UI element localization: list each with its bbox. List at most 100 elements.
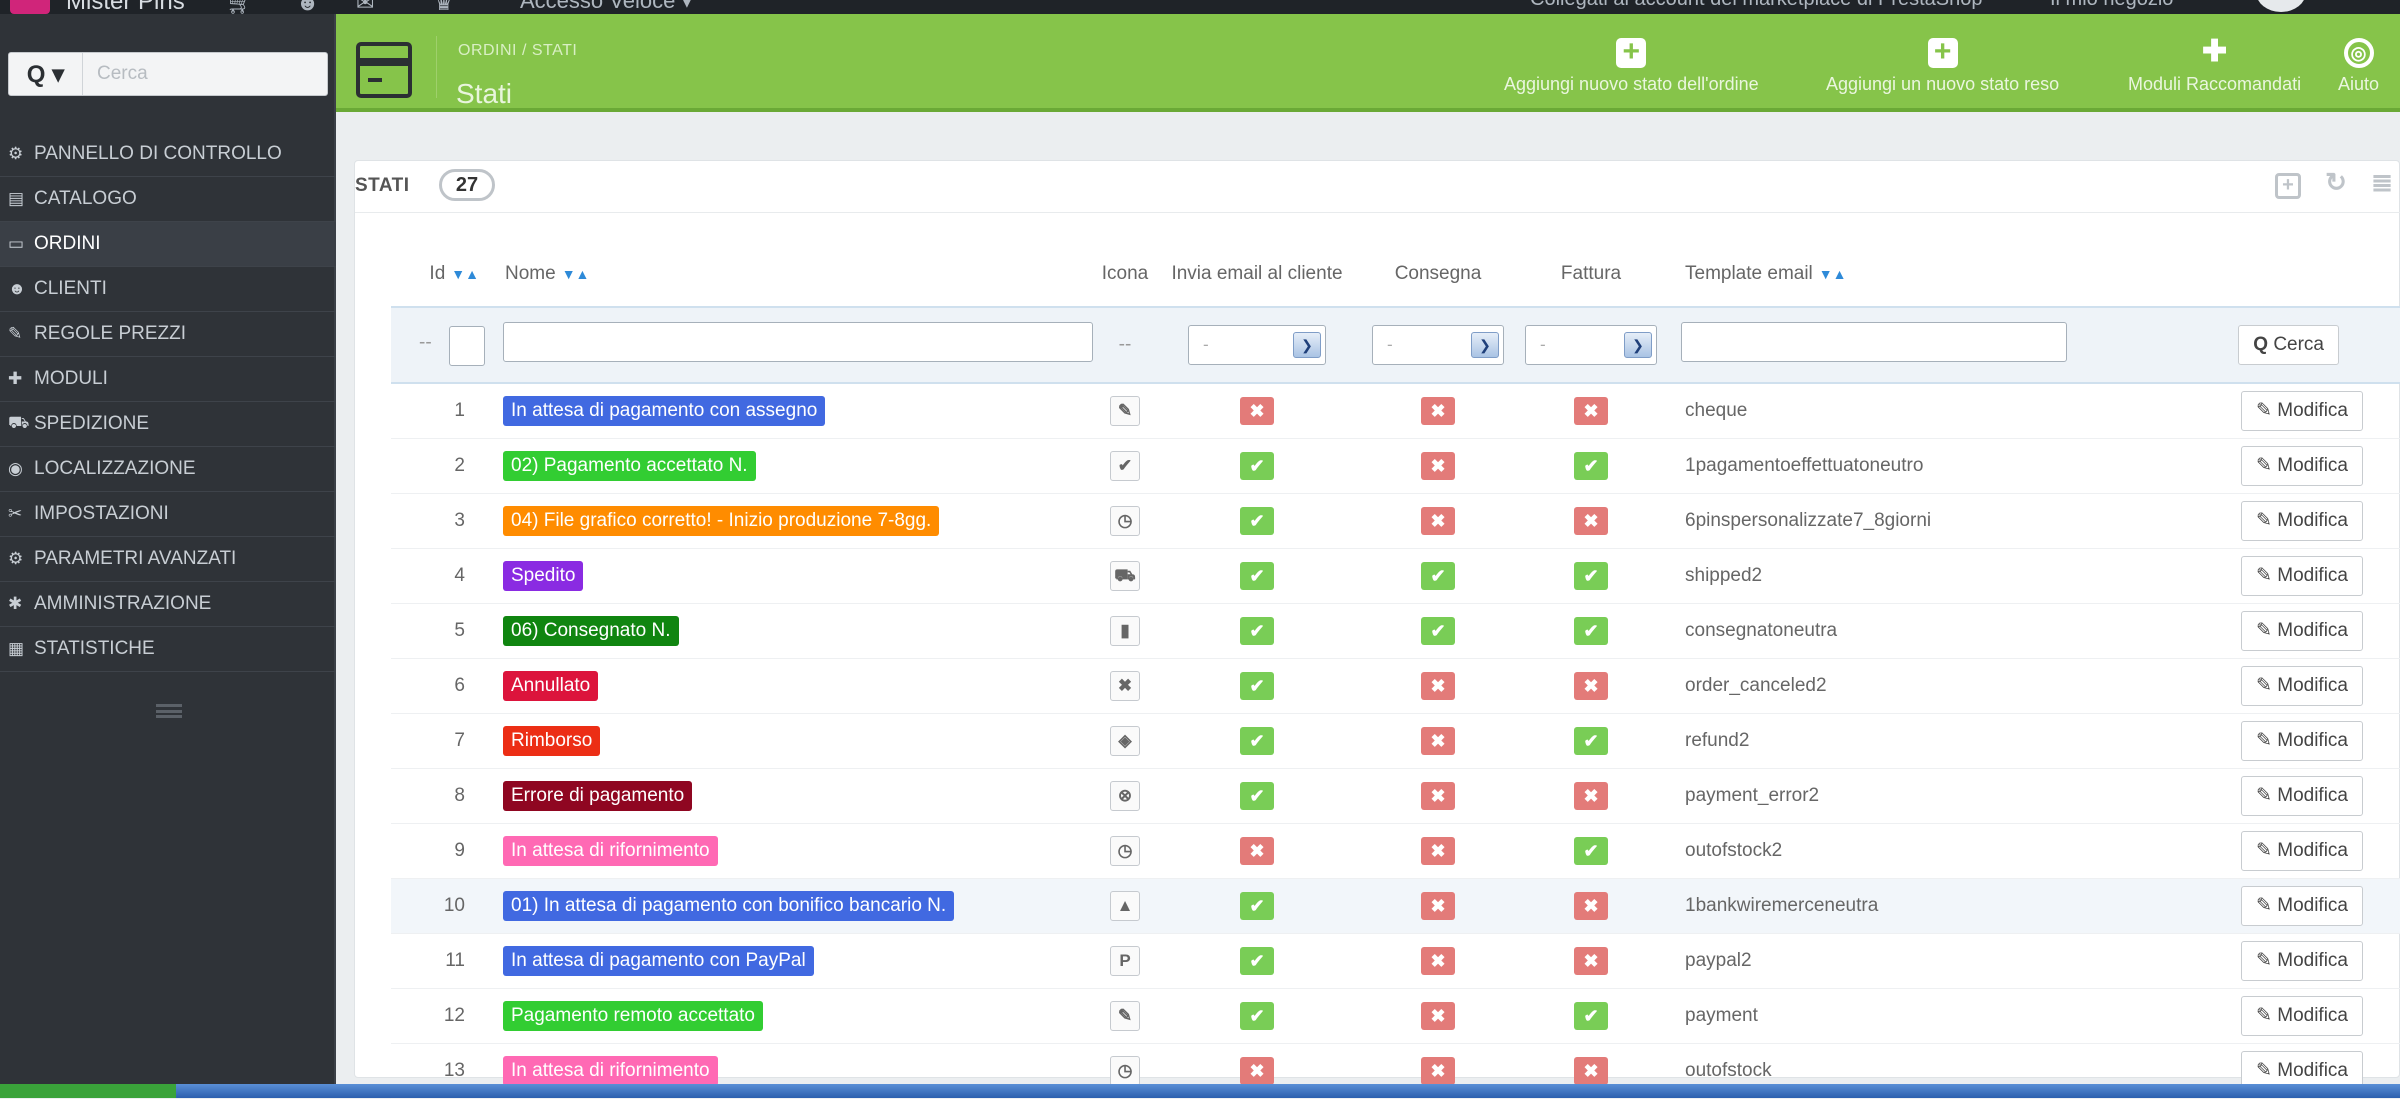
edit-button[interactable]: ✎ Modifica: [2241, 390, 2363, 431]
sidebar-item-catalog[interactable]: ▤ CATALOGO: [0, 177, 336, 222]
cart-icon[interactable]: 🛒︎: [226, 0, 254, 14]
sidebar-item-customers[interactable]: ☻ CLIENTI: [0, 267, 336, 312]
cross-icon[interactable]: ✖: [1421, 506, 1455, 535]
sidebar-item-shipping[interactable]: ⛟ SPEDIZIONE: [0, 402, 336, 447]
edit-button[interactable]: ✎ Modifica: [2241, 555, 2363, 596]
edit-button[interactable]: ✎ Modifica: [2241, 500, 2363, 541]
cross-icon[interactable]: ✖: [1421, 726, 1455, 755]
cross-icon[interactable]: ✖: [1421, 781, 1455, 810]
cross-icon[interactable]: ✖: [1574, 1056, 1608, 1085]
column-header-template[interactable]: Template email ▼▲: [1667, 241, 2147, 307]
cross-icon[interactable]: ✖: [1574, 946, 1608, 975]
check-icon[interactable]: ✔: [1240, 946, 1274, 975]
cross-icon[interactable]: ✖: [1421, 836, 1455, 865]
table-row[interactable]: 11 In attesa di pagamento con PayPal P ✔ ✖ ✖ p…: [391, 933, 2400, 989]
cross-icon[interactable]: ✖: [1421, 451, 1455, 480]
edit-button[interactable]: ✎ Modifica: [2241, 830, 2363, 871]
marketplace-link[interactable]: Collegati al account del marketplace di …: [1530, 0, 1982, 11]
add-order-state-button[interactable]: + Aggiungi nuovo stato dell'ordine: [1504, 37, 1759, 95]
check-icon[interactable]: ✔: [1240, 726, 1274, 755]
check-icon[interactable]: ✔: [1574, 561, 1608, 590]
edit-button[interactable]: ✎ Modifica: [2241, 445, 2363, 486]
check-icon[interactable]: ✔: [1240, 891, 1274, 920]
edit-button[interactable]: ✎ Modifica: [2241, 610, 2363, 651]
cross-icon[interactable]: ✖: [1574, 671, 1608, 700]
table-row[interactable]: 4 Spedito ⛟ ✔ ✔ ✔ shipped2 ✎ Modifica: [391, 548, 2400, 604]
cross-icon[interactable]: ✖: [1421, 671, 1455, 700]
check-icon[interactable]: ✔: [1240, 451, 1274, 480]
check-icon[interactable]: ✔: [1574, 451, 1608, 480]
table-row[interactable]: 9 In attesa di rifornimento ◷ ✖ ✖ ✔ outofstock…: [391, 823, 2400, 879]
cross-icon[interactable]: ✖: [1421, 1001, 1455, 1030]
add-new-icon[interactable]: +: [2275, 173, 2301, 199]
check-icon[interactable]: ✔: [1574, 1001, 1608, 1030]
cross-icon[interactable]: ✖: [1240, 836, 1274, 865]
sidebar-item-orders[interactable]: ▭ ORDINI: [0, 222, 336, 267]
cross-icon[interactable]: ✖: [1421, 1056, 1455, 1085]
breadcrumb[interactable]: ORDINI / STATI: [458, 42, 578, 59]
table-row[interactable]: 6 Annullato ✖ ✔ ✖ ✖ order_canceled2 ✎ Modifica: [391, 658, 2400, 714]
cross-icon[interactable]: ✖: [1421, 891, 1455, 920]
user-icon[interactable]: ☻: [296, 0, 320, 14]
shop-name[interactable]: Mister Pins: [66, 0, 185, 14]
check-icon[interactable]: ✔: [1240, 1001, 1274, 1030]
column-header-name[interactable]: Nome ▼▲: [491, 241, 1097, 307]
check-icon[interactable]: ✔: [1240, 781, 1274, 810]
sidebar-item-dashboard[interactable]: ⚙ PANNELLO DI CONTROLLO: [0, 132, 336, 177]
filter-invoice-select[interactable]: - ❯: [1525, 325, 1657, 365]
edit-button[interactable]: ✎ Modifica: [2241, 775, 2363, 816]
table-row[interactable]: 2 02) Pagamento accettato N. ✔ ✔ ✖ ✔ 1pagament…: [391, 438, 2400, 494]
mail-icon[interactable]: ✉: [356, 0, 375, 14]
add-return-state-button[interactable]: + Aggiungi un nuovo stato reso: [1826, 37, 2059, 95]
check-icon[interactable]: ✔: [1240, 616, 1274, 645]
refresh-icon[interactable]: ↻: [2325, 167, 2347, 197]
edit-button[interactable]: ✎ Modifica: [2241, 720, 2363, 761]
table-row[interactable]: 12 Pagamento remoto accettato ✎ ✔ ✖ ✔ payment ✎…: [391, 988, 2400, 1044]
check-icon[interactable]: ✔: [1240, 561, 1274, 590]
column-header-id[interactable]: Id ▼▲: [391, 241, 491, 307]
check-icon[interactable]: ✔: [1574, 616, 1608, 645]
sidebar-item-modules[interactable]: ✚ MODULI: [0, 357, 336, 402]
table-row[interactable]: 8 Errore di pagamento ⊗ ✔ ✖ ✖ payment_error2 ✎ …: [391, 768, 2400, 824]
filter-id-input[interactable]: [449, 326, 485, 366]
table-row[interactable]: 1 In attesa di pagamento con assegno ✎ ✖ ✖ ✖ c…: [391, 383, 2400, 439]
sidebar-item-preferences[interactable]: ✂ IMPOSTAZIONI: [0, 492, 336, 537]
sidebar-item-administration[interactable]: ✱ AMMINISTRAZIONE: [0, 582, 336, 627]
check-icon[interactable]: ✔: [1421, 616, 1455, 645]
sort-arrows-icon[interactable]: ▼▲: [1818, 265, 1847, 282]
cross-icon[interactable]: ✖: [1240, 396, 1274, 425]
sidebar-collapse-icon[interactable]: [156, 704, 182, 718]
sidebar-item-localization[interactable]: ◉ LOCALIZZAZIONE: [0, 447, 336, 492]
edit-button[interactable]: ✎ Modifica: [2241, 940, 2363, 981]
shop-link[interactable]: Il mio negozio: [2050, 0, 2173, 11]
filter-name-input[interactable]: [503, 322, 1093, 362]
cross-icon[interactable]: ✖: [1574, 781, 1608, 810]
edit-button[interactable]: ✎ Modifica: [2241, 885, 2363, 926]
edit-button[interactable]: ✎ Modifica: [2241, 1050, 2363, 1091]
sidebar-item-price-rules[interactable]: ✎ REGOLE PREZZI: [0, 312, 336, 357]
quick-access-menu[interactable]: Accesso Veloce ▾: [520, 0, 693, 13]
check-icon[interactable]: ✔: [1574, 726, 1608, 755]
cross-icon[interactable]: ✖: [1574, 891, 1608, 920]
check-icon[interactable]: ✔: [1240, 671, 1274, 700]
check-icon[interactable]: ✔: [1574, 836, 1608, 865]
filter-template-input[interactable]: [1681, 322, 2067, 362]
check-icon[interactable]: ✔: [1240, 506, 1274, 535]
edit-button[interactable]: ✎ Modifica: [2241, 665, 2363, 706]
trophy-icon[interactable]: ♛: [434, 0, 454, 14]
start-button[interactable]: [0, 1084, 176, 1098]
search-type-button[interactable]: Q ▾: [9, 53, 83, 95]
avatar[interactable]: [2256, 0, 2306, 12]
sidebar-item-stats[interactable]: ▦ STATISTICHE: [0, 627, 336, 672]
sort-arrows-icon[interactable]: ▼▲: [561, 265, 590, 282]
table-row[interactable]: 10 01) In attesa di pagamento con bonific…: [391, 878, 2400, 934]
table-row[interactable]: 7 Rimborso ◈ ✔ ✖ ✔ refund2 ✎ Modifica: [391, 713, 2400, 769]
check-icon[interactable]: ✔: [1421, 561, 1455, 590]
filter-email-select[interactable]: - ❯: [1188, 325, 1326, 365]
table-row[interactable]: 5 06) Consegnato N. ▮ ✔ ✔ ✔ consegnatoneutra ✎ …: [391, 603, 2400, 659]
sort-arrows-icon[interactable]: ▼▲: [451, 265, 479, 282]
table-row[interactable]: 3 04) File grafico corretto! - Inizio pro…: [391, 493, 2400, 549]
search-button[interactable]: Q Cerca: [2238, 325, 2339, 365]
filter-delivery-select[interactable]: - ❯: [1372, 325, 1504, 365]
database-icon[interactable]: ≣: [2371, 167, 2393, 197]
